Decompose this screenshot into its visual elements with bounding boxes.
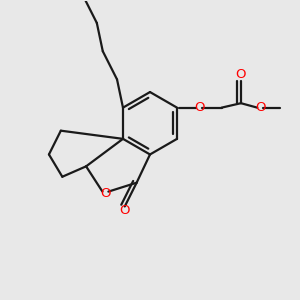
Text: O: O [255,101,266,114]
Text: O: O [236,68,246,82]
Text: O: O [100,187,111,200]
Text: O: O [194,101,205,114]
Text: O: O [119,204,130,218]
